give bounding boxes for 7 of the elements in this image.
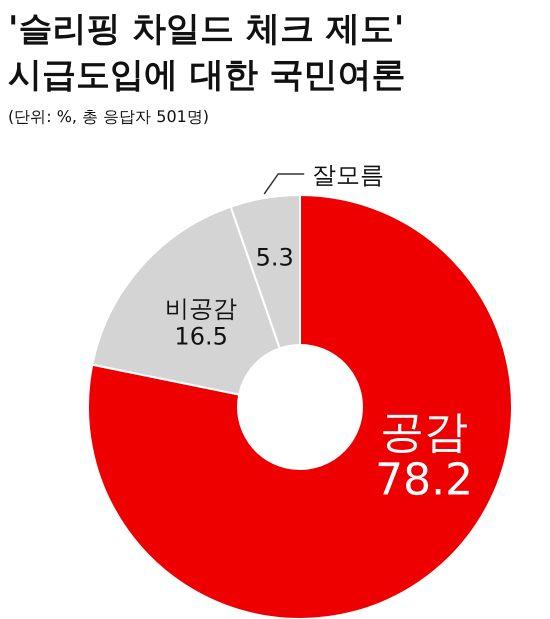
slice-label: 비공감 bbox=[165, 294, 238, 322]
data-label: 16.5 bbox=[174, 322, 228, 350]
data-label: 5.3 bbox=[256, 243, 294, 272]
slice-label: 잘모름 bbox=[312, 160, 384, 189]
chart-subtitle: (단위: %, 총 응답자 501명) bbox=[8, 107, 210, 126]
donut-slice bbox=[87, 194, 513, 619]
chart-title: '슬리핑 차일드 체크 제도' 시급도입에 대한 국민여론 bbox=[8, 9, 406, 95]
